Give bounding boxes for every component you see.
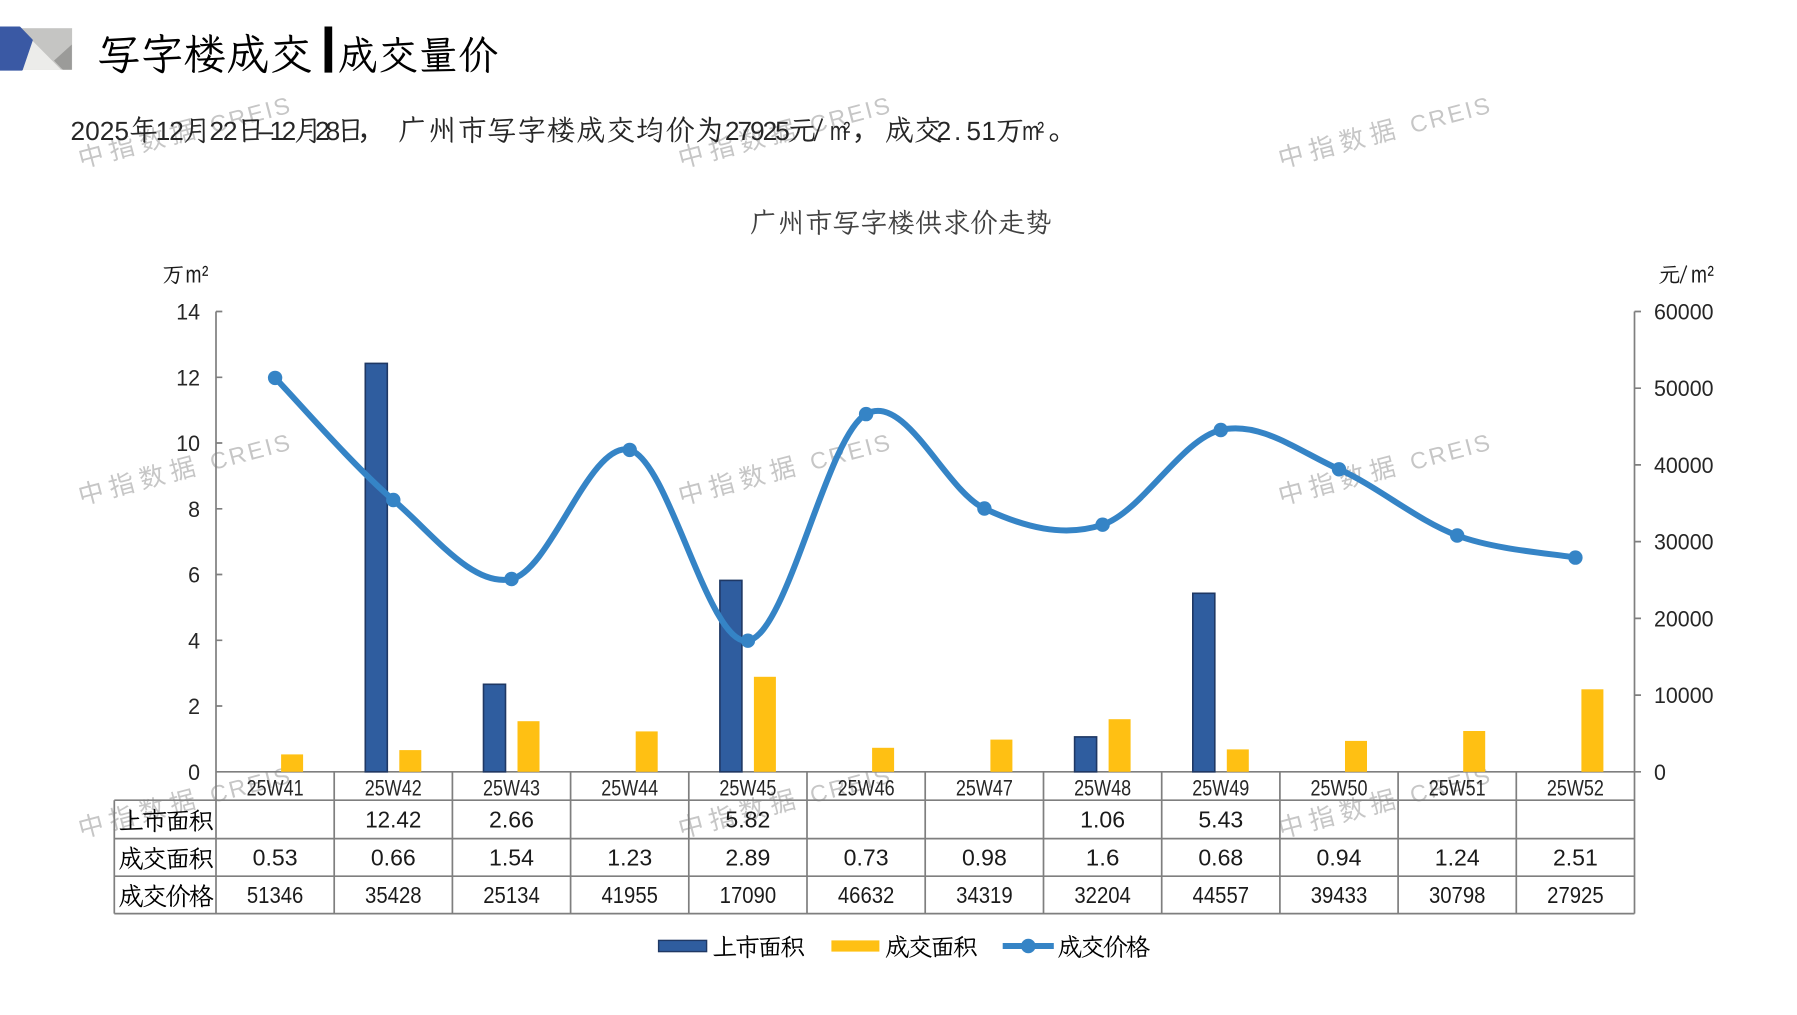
svg-text:12: 12 bbox=[176, 365, 200, 390]
svg-text:0.66: 0.66 bbox=[371, 844, 416, 870]
svg-text:1.06: 1.06 bbox=[1080, 806, 1125, 832]
svg-text:5.82: 5.82 bbox=[725, 806, 770, 832]
svg-text:8: 8 bbox=[188, 497, 200, 522]
svg-text:1.24: 1.24 bbox=[1435, 844, 1480, 870]
svg-text:0: 0 bbox=[188, 760, 200, 785]
svg-text:0.73: 0.73 bbox=[844, 844, 889, 870]
svg-text:51346: 51346 bbox=[247, 882, 304, 908]
svg-text:2.89: 2.89 bbox=[725, 844, 770, 870]
svg-text:4: 4 bbox=[188, 628, 200, 653]
svg-text:0.98: 0.98 bbox=[962, 844, 1007, 870]
svg-text:1.6: 1.6 bbox=[1086, 844, 1120, 870]
svg-text:25W44: 25W44 bbox=[601, 776, 658, 801]
svg-text:25W47: 25W47 bbox=[956, 776, 1013, 801]
svg-text:20000: 20000 bbox=[1654, 606, 1714, 631]
svg-text:1.23: 1.23 bbox=[607, 844, 652, 870]
svg-text:5.43: 5.43 bbox=[1198, 806, 1243, 832]
svg-text:34319: 34319 bbox=[956, 882, 1013, 908]
svg-text:25W52: 25W52 bbox=[1547, 776, 1604, 801]
svg-text:25W42: 25W42 bbox=[365, 776, 422, 801]
svg-text:41955: 41955 bbox=[601, 882, 658, 908]
svg-text:50000: 50000 bbox=[1654, 376, 1714, 401]
svg-text:32204: 32204 bbox=[1074, 882, 1131, 908]
svg-text:25W43: 25W43 bbox=[483, 776, 540, 801]
svg-text:44557: 44557 bbox=[1193, 882, 1250, 908]
svg-text:39433: 39433 bbox=[1311, 882, 1368, 908]
svg-text:27925: 27925 bbox=[1547, 882, 1604, 908]
svg-text:46632: 46632 bbox=[838, 882, 895, 908]
svg-text:1.54: 1.54 bbox=[489, 844, 534, 870]
svg-text:12.42: 12.42 bbox=[365, 806, 421, 832]
svg-text:25W46: 25W46 bbox=[838, 776, 895, 801]
svg-text:2: 2 bbox=[188, 694, 200, 719]
svg-text:6: 6 bbox=[188, 563, 200, 588]
svg-text:30798: 30798 bbox=[1429, 882, 1486, 908]
svg-text:2.51: 2.51 bbox=[1553, 844, 1598, 870]
svg-text:0.53: 0.53 bbox=[253, 844, 298, 870]
svg-text:25W41: 25W41 bbox=[247, 776, 304, 801]
svg-text:25134: 25134 bbox=[483, 882, 540, 908]
svg-text:40000: 40000 bbox=[1654, 453, 1714, 478]
svg-text:10000: 10000 bbox=[1654, 683, 1714, 708]
svg-text:25W45: 25W45 bbox=[719, 776, 776, 801]
svg-text:25W50: 25W50 bbox=[1311, 776, 1368, 801]
svg-text:35428: 35428 bbox=[365, 882, 422, 908]
svg-text:10: 10 bbox=[176, 431, 200, 456]
svg-text:0: 0 bbox=[1654, 760, 1666, 785]
svg-text:60000: 60000 bbox=[1654, 300, 1714, 325]
svg-text:17090: 17090 bbox=[720, 882, 777, 908]
svg-text:0.68: 0.68 bbox=[1198, 844, 1243, 870]
svg-text:25W49: 25W49 bbox=[1192, 776, 1249, 801]
svg-text:2.66: 2.66 bbox=[489, 806, 534, 832]
svg-text:30000: 30000 bbox=[1654, 530, 1714, 555]
svg-text:25W51: 25W51 bbox=[1429, 776, 1486, 801]
svg-text:14: 14 bbox=[176, 300, 200, 325]
svg-text:25W48: 25W48 bbox=[1074, 776, 1131, 801]
svg-text:0.94: 0.94 bbox=[1317, 844, 1362, 870]
